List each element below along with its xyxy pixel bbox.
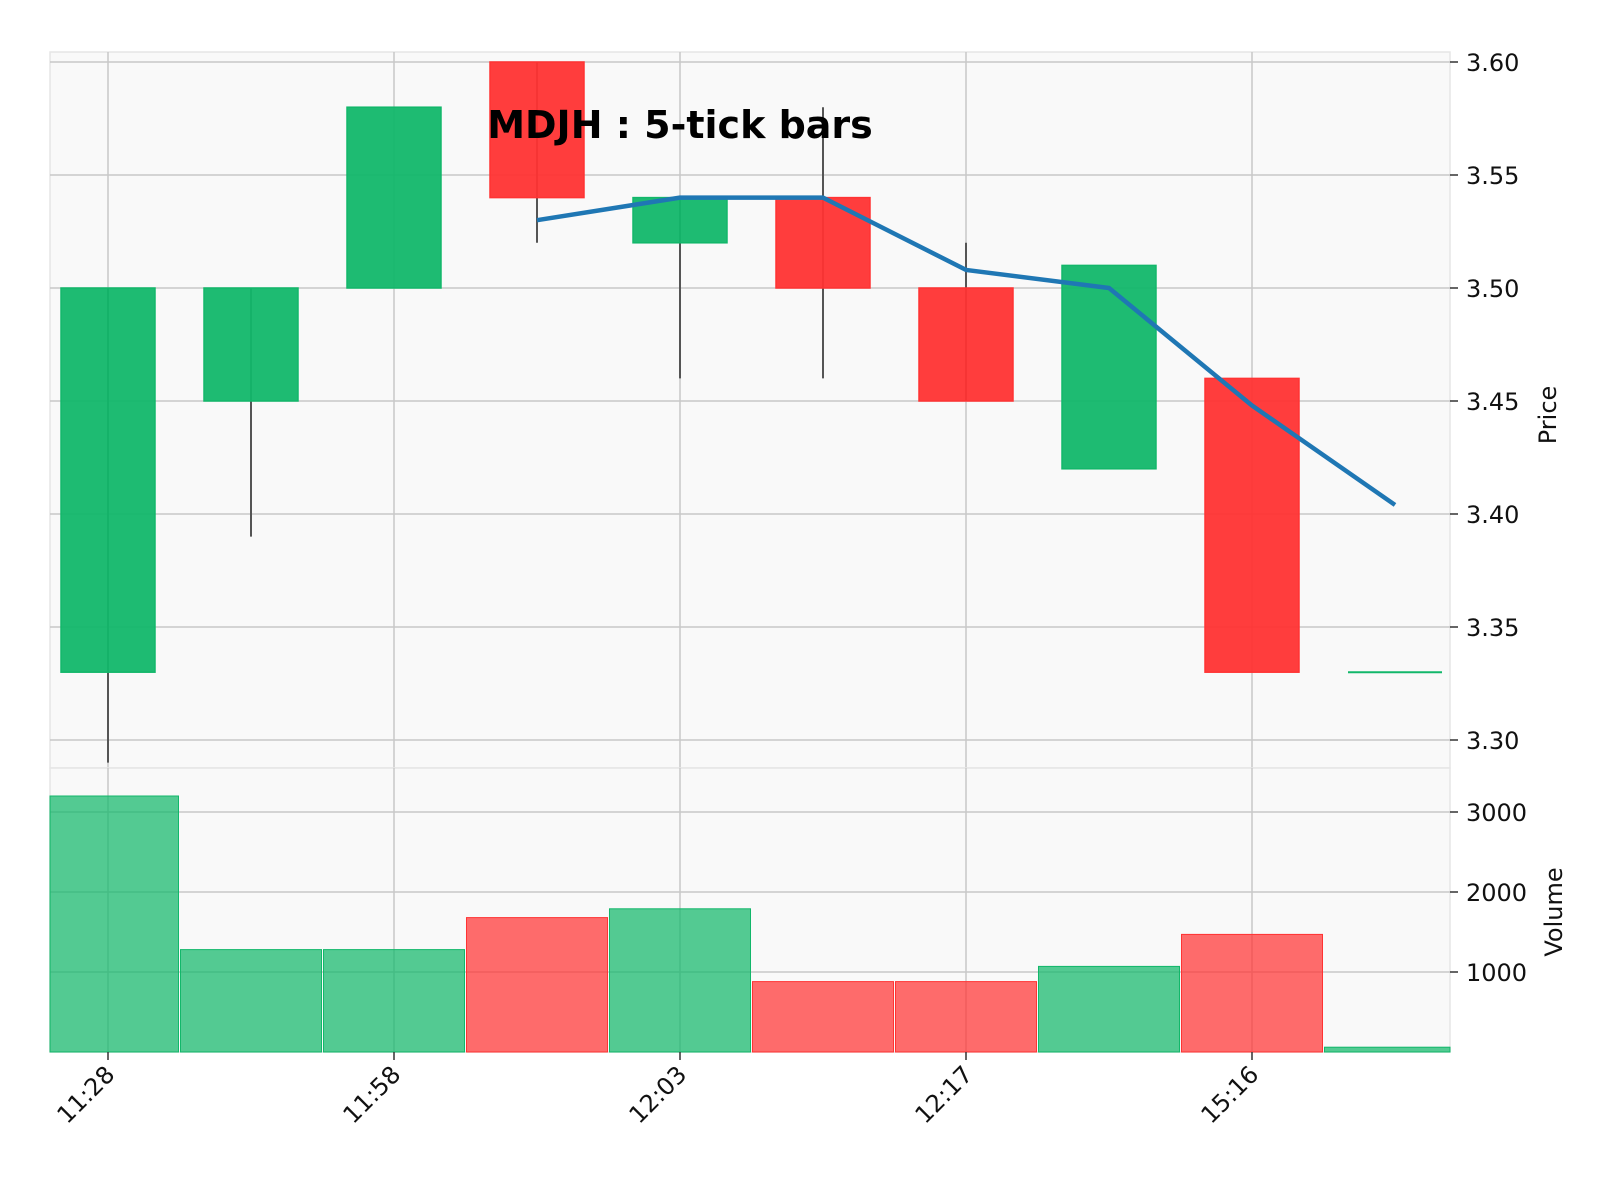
candle-body <box>203 287 299 402</box>
candle-body <box>632 196 728 244</box>
candle-body <box>346 106 442 289</box>
volume-tick-label: 1000 <box>1466 959 1527 987</box>
volume-bar <box>323 949 465 1053</box>
price-tick-label: 3.40 <box>1466 501 1519 529</box>
candle <box>1061 264 1157 470</box>
price-tick-label: 3.30 <box>1466 727 1519 755</box>
x-tick-label: 12:03 <box>624 1060 693 1129</box>
volume-bar <box>609 908 751 1053</box>
candle-body <box>775 196 871 289</box>
candle <box>489 61 585 243</box>
volume-bar <box>895 981 1037 1053</box>
x-tick-label: 12:17 <box>910 1060 979 1129</box>
volume-bar <box>1038 965 1180 1053</box>
price-panel: 3.30 3.35 3.40 3.45 3.50 3.55 3.60 <box>49 49 1519 769</box>
candle-body <box>1061 264 1157 470</box>
candle <box>346 106 442 289</box>
candle <box>60 287 156 763</box>
volume-bar <box>180 949 322 1053</box>
candle <box>632 196 728 379</box>
moving-average-line <box>536 195 1397 507</box>
price-tick-label: 3.50 <box>1466 275 1519 303</box>
volume-tick-label: 2000 <box>1466 879 1527 907</box>
x-tick-label: 15:16 <box>1196 1060 1265 1129</box>
chart-title: MDJH : 5-tick bars <box>487 103 873 147</box>
x-tick-label: 11:28 <box>52 1060 121 1129</box>
candle-body <box>1204 377 1300 673</box>
volume-bar <box>1324 1046 1451 1053</box>
price-tick-label: 3.35 <box>1466 614 1519 642</box>
volume-bar <box>466 917 608 1053</box>
candle <box>203 287 299 537</box>
candle <box>918 242 1014 402</box>
volume-panel: 1000 2000 3000 <box>49 767 1527 1053</box>
price-tick-label: 3.55 <box>1466 162 1519 190</box>
volume-axis-label: Volume <box>1540 867 1568 956</box>
price-axis-label: Price <box>1534 386 1562 445</box>
candle-body <box>60 287 156 673</box>
volume-bar <box>752 981 894 1053</box>
volume-tick-label: 3000 <box>1466 799 1527 827</box>
candle <box>1204 377 1300 673</box>
candle-body <box>918 287 1014 402</box>
candle-body <box>489 61 585 199</box>
x-tick-label: 11:58 <box>338 1060 407 1129</box>
x-axis: 11:28 11:58 12:03 12:17 15:16 <box>52 1052 1265 1129</box>
price-tick-label: 3.60 <box>1466 49 1519 77</box>
volume-bar <box>49 795 179 1053</box>
price-tick-label: 3.45 <box>1466 388 1519 416</box>
volume-bar <box>1181 933 1323 1053</box>
